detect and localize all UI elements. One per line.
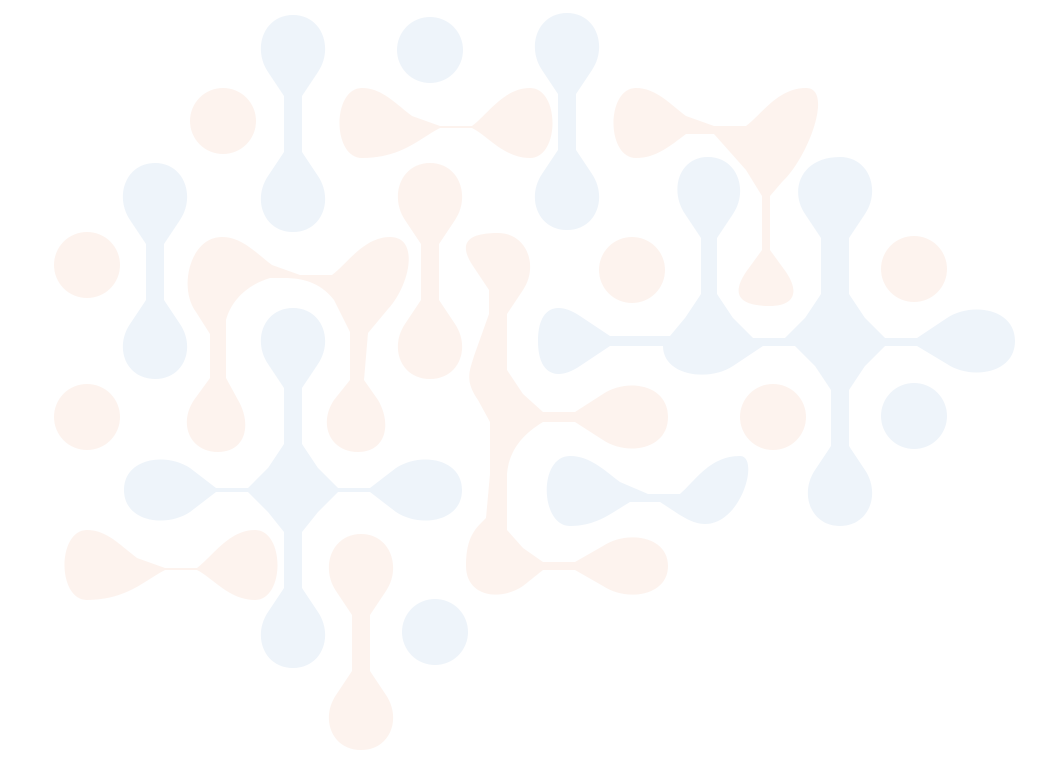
peach-node-top-left — [190, 88, 256, 154]
peach-node-left-mid — [54, 384, 120, 450]
blue-dumbbell-top-right — [534, 13, 600, 230]
peach-node-group — [54, 88, 947, 750]
peach-loop-center — [465, 233, 668, 595]
blue-dumbbell-left — [122, 163, 188, 379]
blue-node-right — [881, 383, 947, 449]
peach-bar-top — [339, 88, 553, 158]
peach-node-center-right — [740, 384, 806, 450]
blue-bar-center — [546, 456, 749, 526]
peach-node-far-left — [54, 232, 120, 298]
peach-node-right — [881, 236, 947, 302]
blue-node-group — [122, 13, 1015, 668]
peach-bar-bottom-left — [64, 530, 278, 600]
peach-dumbbell-bottom — [328, 534, 394, 750]
peach-dumbbell-center — [397, 163, 463, 379]
blue-node-top — [397, 17, 463, 83]
blue-node-bottom — [402, 599, 468, 665]
blue-dumbbell-top-left — [260, 15, 326, 232]
blue-cross-center-left — [124, 308, 462, 668]
peach-bar-top-right — [613, 88, 819, 306]
blue-cross-right — [538, 157, 1015, 526]
peach-arch-left — [186, 237, 409, 452]
peach-node-mid — [599, 237, 665, 303]
